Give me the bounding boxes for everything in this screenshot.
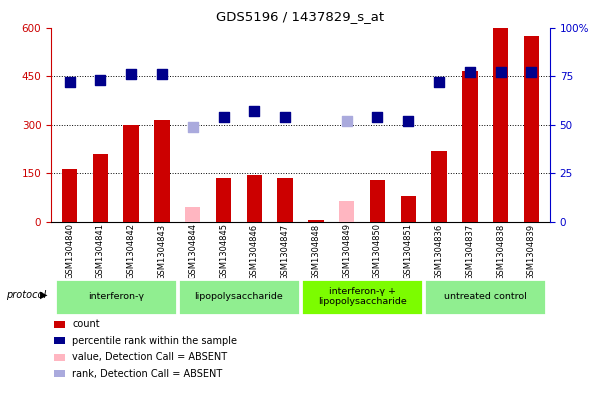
Point	[157, 71, 166, 77]
Bar	[154, 120, 169, 222]
Bar	[339, 201, 355, 222]
Bar	[370, 180, 385, 222]
Bar	[523, 36, 539, 222]
Text: count: count	[72, 319, 100, 329]
Bar	[401, 196, 416, 222]
Text: interferon-γ: interferon-γ	[88, 292, 144, 301]
Point	[373, 114, 382, 120]
Point	[280, 114, 290, 120]
Text: lipopolysaccharide: lipopolysaccharide	[195, 292, 283, 301]
Point	[219, 114, 228, 120]
Bar	[216, 178, 231, 222]
Text: protocol: protocol	[6, 290, 46, 300]
Bar	[308, 220, 323, 222]
Text: interferon-γ +
lipopolysaccharide: interferon-γ + lipopolysaccharide	[318, 287, 406, 307]
Bar	[301, 279, 423, 315]
Bar	[55, 279, 177, 315]
Point	[496, 69, 505, 75]
Bar	[424, 279, 546, 315]
Bar	[62, 169, 78, 222]
Text: value, Detection Call = ABSENT: value, Detection Call = ABSENT	[72, 352, 227, 362]
Point	[96, 77, 105, 83]
Bar	[123, 125, 139, 222]
Bar	[93, 154, 108, 222]
Point	[526, 69, 536, 75]
Bar	[178, 279, 300, 315]
Point	[65, 79, 75, 85]
Bar	[185, 208, 200, 222]
Text: rank, Detection Call = ABSENT: rank, Detection Call = ABSENT	[72, 369, 222, 379]
Text: percentile rank within the sample: percentile rank within the sample	[72, 336, 237, 346]
Bar	[246, 175, 262, 222]
Bar	[462, 71, 478, 222]
Point	[342, 118, 352, 124]
Bar	[493, 28, 508, 222]
Bar	[278, 178, 293, 222]
Point	[188, 123, 198, 130]
Point	[465, 69, 475, 75]
Point	[249, 108, 259, 114]
Point	[403, 118, 413, 124]
Text: ▶: ▶	[40, 290, 47, 300]
Bar	[432, 151, 447, 222]
Text: GDS5196 / 1437829_s_at: GDS5196 / 1437829_s_at	[216, 10, 385, 23]
Text: untreated control: untreated control	[444, 292, 526, 301]
Point	[126, 71, 136, 77]
Point	[435, 79, 444, 85]
